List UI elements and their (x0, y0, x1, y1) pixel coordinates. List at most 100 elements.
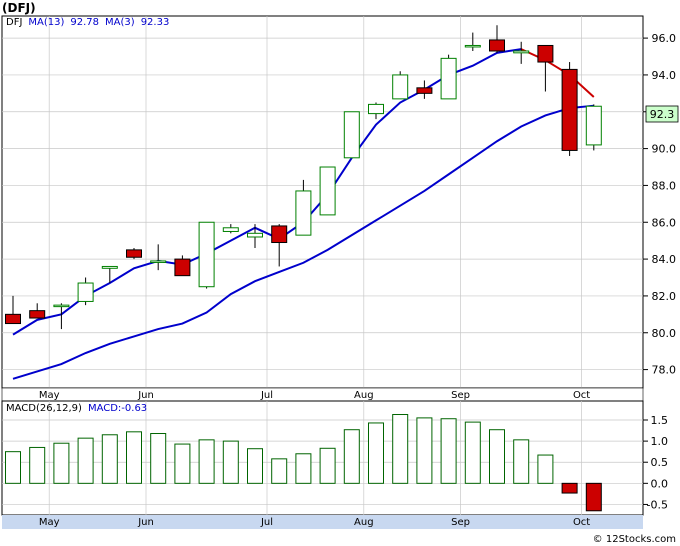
candle-body (53, 304, 70, 308)
macd-legend: MACD(26,12,9) MACD:-0.63 (6, 403, 147, 414)
price-tick-label: 82.0 (652, 290, 677, 303)
candle (247, 224, 263, 249)
candle (5, 295, 21, 325)
candle-body (585, 105, 602, 146)
macd-bar (416, 417, 433, 484)
price-tick-label: 78.0 (652, 364, 677, 377)
macd-bar (5, 451, 21, 484)
macd-bar (222, 440, 239, 484)
date-strip-top-bg (1, 387, 644, 402)
candle-body (174, 258, 191, 277)
candle-body (222, 227, 239, 232)
ma13-down-polyline (520, 48, 595, 98)
candle (29, 303, 46, 319)
macd-bar (174, 443, 191, 484)
candle-body (343, 111, 360, 159)
date-label: May (39, 390, 60, 401)
legend-item: MA(3) (105, 17, 135, 28)
candlesticks (5, 25, 602, 330)
macd-tick-label: 1.5 (651, 414, 669, 427)
candle-body (368, 103, 384, 115)
legend-item: MACD:-0.63 (88, 403, 147, 414)
macd-bar (101, 434, 118, 484)
macd-axis: -0.5 0.0 0.5 1.0 1.5 (643, 414, 668, 511)
ma13-polyline (12, 48, 522, 336)
candle (174, 255, 191, 277)
macd-bar (271, 458, 288, 484)
price-tick-label: 80.0 (652, 327, 677, 340)
price-tick-label: 90.0 (652, 143, 677, 156)
candle (271, 224, 288, 267)
macd-bar (464, 421, 481, 484)
date-label: Oct (573, 390, 590, 401)
candle-body (319, 166, 336, 216)
date-label: Jun (137, 390, 154, 401)
macd-bar (585, 482, 602, 512)
candle (416, 80, 433, 99)
candle (513, 41, 530, 64)
date-label: Sep (451, 517, 470, 528)
candle-body (489, 39, 505, 52)
last-price-label: 92.3 (645, 105, 679, 123)
candle-body (295, 190, 312, 236)
chart-title: (DFJ) (2, 1, 36, 15)
candle-body (247, 232, 263, 238)
candle-body (150, 260, 167, 263)
candle (537, 44, 554, 92)
date-label: May (39, 517, 60, 528)
candle (368, 102, 384, 120)
candle (222, 224, 239, 234)
macd-tick-label: -0.5 (647, 498, 668, 511)
legend-item: MACD(26,12,9) (6, 403, 82, 414)
macd-tick-label: 0.0 (651, 477, 669, 490)
ma3-polyline (12, 104, 594, 380)
macd-bar (29, 446, 46, 484)
candle-body (416, 87, 433, 94)
macd-bar (77, 437, 94, 484)
price-tick-label: 84.0 (652, 253, 677, 266)
price-tick-label: 86.0 (652, 216, 677, 229)
candle (464, 32, 481, 51)
price-grid (2, 16, 643, 388)
macd-bar (53, 442, 70, 484)
macd-bar (343, 429, 360, 484)
candle-body (392, 74, 409, 100)
candle (319, 166, 336, 216)
last-price-box (645, 105, 679, 123)
macd-bar (247, 448, 263, 484)
candle-body (561, 68, 578, 151)
candle-body (537, 44, 554, 63)
macd-bar (537, 454, 554, 484)
macd-bar (440, 418, 457, 484)
macd-bar (198, 439, 215, 484)
legend-item: DFJ (6, 17, 22, 28)
candle (150, 244, 167, 271)
date-label: Aug (354, 390, 374, 401)
macd-bar (150, 433, 167, 484)
candle-body (440, 57, 457, 100)
candle-body (513, 50, 530, 54)
candle (126, 248, 142, 260)
date-axis-bottom: May Jun Jul Aug Sep Oct (2, 515, 643, 529)
candle (561, 62, 578, 156)
macd-tick-label: 0.5 (651, 456, 669, 469)
candle (77, 277, 94, 306)
legend-item: 92.33 (141, 17, 170, 28)
macd-bar (126, 431, 142, 484)
legend-item: MA(13) (28, 17, 64, 28)
macd-histogram (5, 414, 602, 512)
date-axis-top: May Jun Jul Aug Sep Oct (1, 387, 644, 402)
macd-tick-label: 1.0 (651, 435, 669, 448)
macd-bar (561, 482, 578, 494)
candle (101, 265, 118, 284)
last-price-value: 92.3 (650, 108, 675, 121)
price-legend: DFJ MA(13) 92.78 MA(3) 92.33 (6, 17, 169, 28)
watermark: © 12Stocks.com (593, 534, 676, 545)
candle (53, 303, 70, 330)
candle-body (126, 249, 142, 258)
candle (295, 179, 312, 236)
price-tick-label: 96.0 (652, 32, 677, 45)
date-strip-bottom-bg (2, 515, 643, 529)
macd-bar (513, 439, 530, 484)
